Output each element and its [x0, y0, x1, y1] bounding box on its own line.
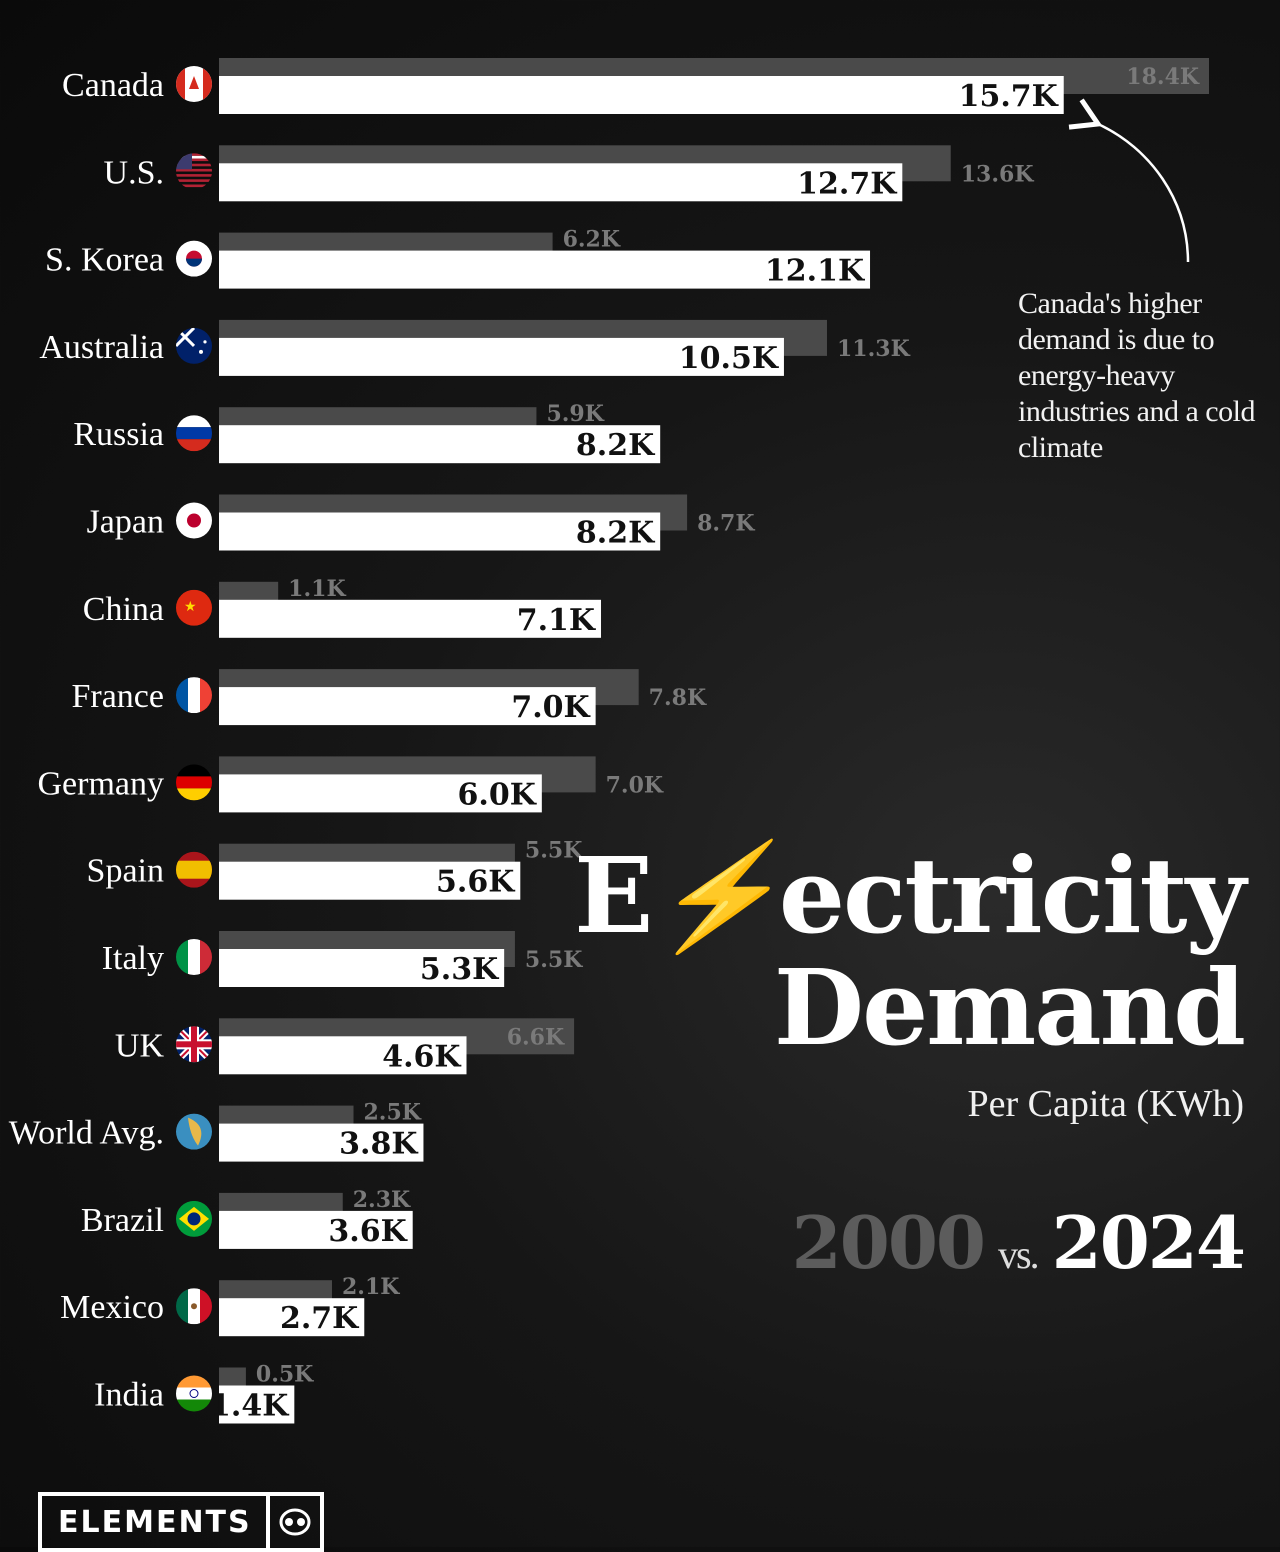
title-line-1: E⚡ectricity [574, 834, 1246, 957]
spain-flag-icon [176, 851, 212, 888]
value-label-2000: 6.6K [507, 1024, 565, 1050]
value-label-2024: 7.1K [517, 603, 596, 638]
year-legend: 2000 vs. 2024 [791, 1200, 1246, 1285]
value-label-2024: 8.2K [576, 428, 655, 463]
country-label: UK [115, 1027, 165, 1064]
country-label: Italy [102, 940, 164, 977]
australia-flag-icon [176, 327, 212, 364]
bar-2024 [219, 1385, 295, 1424]
country-label: U.S. [104, 154, 164, 191]
value-label-2000: 5.5K [525, 947, 583, 973]
chart-title: E⚡ectricity Demand [574, 834, 1246, 1069]
bar-2024 [219, 425, 661, 464]
bar-2024 [219, 1036, 467, 1075]
country-label: Germany [37, 765, 164, 802]
value-label-2024: 5.6K [436, 865, 515, 900]
legend-year-2024: 2024 [1051, 1200, 1246, 1285]
value-label-2000: 7.8K [649, 685, 707, 711]
value-label-2000: 1.1K [288, 576, 346, 602]
country-label: Mexico [60, 1289, 164, 1326]
value-label-2024: 10.5K [679, 341, 779, 376]
bar-2024 [219, 250, 871, 289]
value-label-2000: 2.1K [342, 1274, 400, 1300]
bar-2024 [219, 337, 784, 376]
bar-2024 [219, 512, 661, 551]
value-label-2024: 7.0K [511, 690, 590, 725]
country-label: World Avg. [9, 1115, 164, 1152]
chart-subtitle: Per Capita (KWh) [967, 1083, 1244, 1125]
svg-text:★: ★ [184, 599, 197, 615]
china-flag-icon: ★ [176, 589, 212, 626]
country-label: S. Korea [45, 242, 164, 279]
value-label-2000: 5.5K [525, 838, 583, 864]
world-globe-icon [176, 1113, 212, 1150]
uk-flag-icon [176, 1026, 212, 1063]
value-label-2000: 13.6K [961, 161, 1035, 187]
title-line-2: Demand [773, 946, 1246, 1069]
lightning-bolt-icon: ⚡ [651, 834, 780, 957]
country-label: Japan [87, 504, 164, 541]
canada-flag-icon [176, 66, 212, 102]
germany-flag-icon [176, 764, 212, 801]
country-label: India [94, 1377, 164, 1414]
value-label-2024: 12.1K [765, 254, 865, 289]
annotation-arrow [1068, 98, 1190, 263]
india-flag-icon [176, 1375, 212, 1412]
south-korea-flag-icon [176, 240, 212, 277]
value-label-2024: 1.4K [210, 1389, 289, 1424]
logo-mark-icon [265, 1496, 320, 1548]
value-label-2000: 2.5K [364, 1100, 422, 1126]
country-label: Spain [87, 853, 164, 890]
value-label-2000: 0.5K [256, 1362, 314, 1388]
value-label-2024: 12.7K [797, 166, 897, 201]
value-label-2000: 18.4K [1126, 64, 1200, 90]
russia-flag-icon [176, 415, 212, 452]
value-label-2000: 2.3K [353, 1187, 411, 1213]
mexico-flag-icon [176, 1288, 212, 1325]
value-label-2024: 3.8K [339, 1127, 418, 1162]
country-label: France [71, 678, 164, 715]
bar-2024 [219, 76, 1064, 114]
bar-2024 [219, 163, 903, 202]
bar-2024 [219, 1210, 413, 1249]
bar-2024 [219, 687, 596, 726]
value-label-2024: 4.6K [382, 1039, 461, 1074]
value-label-2024: 5.3K [420, 952, 499, 987]
italy-flag-icon [176, 939, 212, 975]
bar-2024 [219, 1298, 365, 1337]
value-label-2024: 15.7K [959, 79, 1059, 114]
japan-flag-icon [176, 502, 212, 539]
bar-2024 [219, 949, 505, 987]
country-label: China [83, 591, 164, 628]
logo-wordmark: ELEMENTS [58, 1504, 252, 1540]
value-label-2024: 2.7K [280, 1301, 359, 1336]
bar-2024 [219, 774, 542, 813]
value-label-2024: 6.0K [458, 777, 537, 812]
legend-vs: vs. [998, 1232, 1040, 1277]
value-label-2024: 8.2K [576, 516, 655, 551]
country-label: Brazil [81, 1202, 164, 1239]
country-label: Australia [39, 329, 164, 366]
annotation-text: Canada's higher demand is due to energy-… [1018, 287, 1255, 464]
value-label-2000: 6.2K [563, 227, 621, 253]
legend-year-2000: 2000 [791, 1200, 986, 1285]
country-label: Russia [73, 416, 164, 453]
value-label-2000: 5.9K [546, 401, 604, 427]
value-label-2000: 7.0K [606, 772, 664, 798]
bar-2024 [219, 599, 602, 638]
brazil-flag-icon [176, 1200, 212, 1237]
value-label-2024: 3.6K [328, 1214, 407, 1249]
country-label: Canada [62, 67, 164, 104]
value-label-2000: 11.3K [837, 336, 911, 362]
bar-2024 [219, 1123, 424, 1162]
bar-2024 [219, 861, 521, 900]
elements-logo: ELEMENTS [38, 1492, 324, 1552]
france-flag-icon [176, 677, 212, 714]
value-label-2000: 8.7K [697, 511, 755, 537]
us-flag-icon [176, 153, 212, 188]
